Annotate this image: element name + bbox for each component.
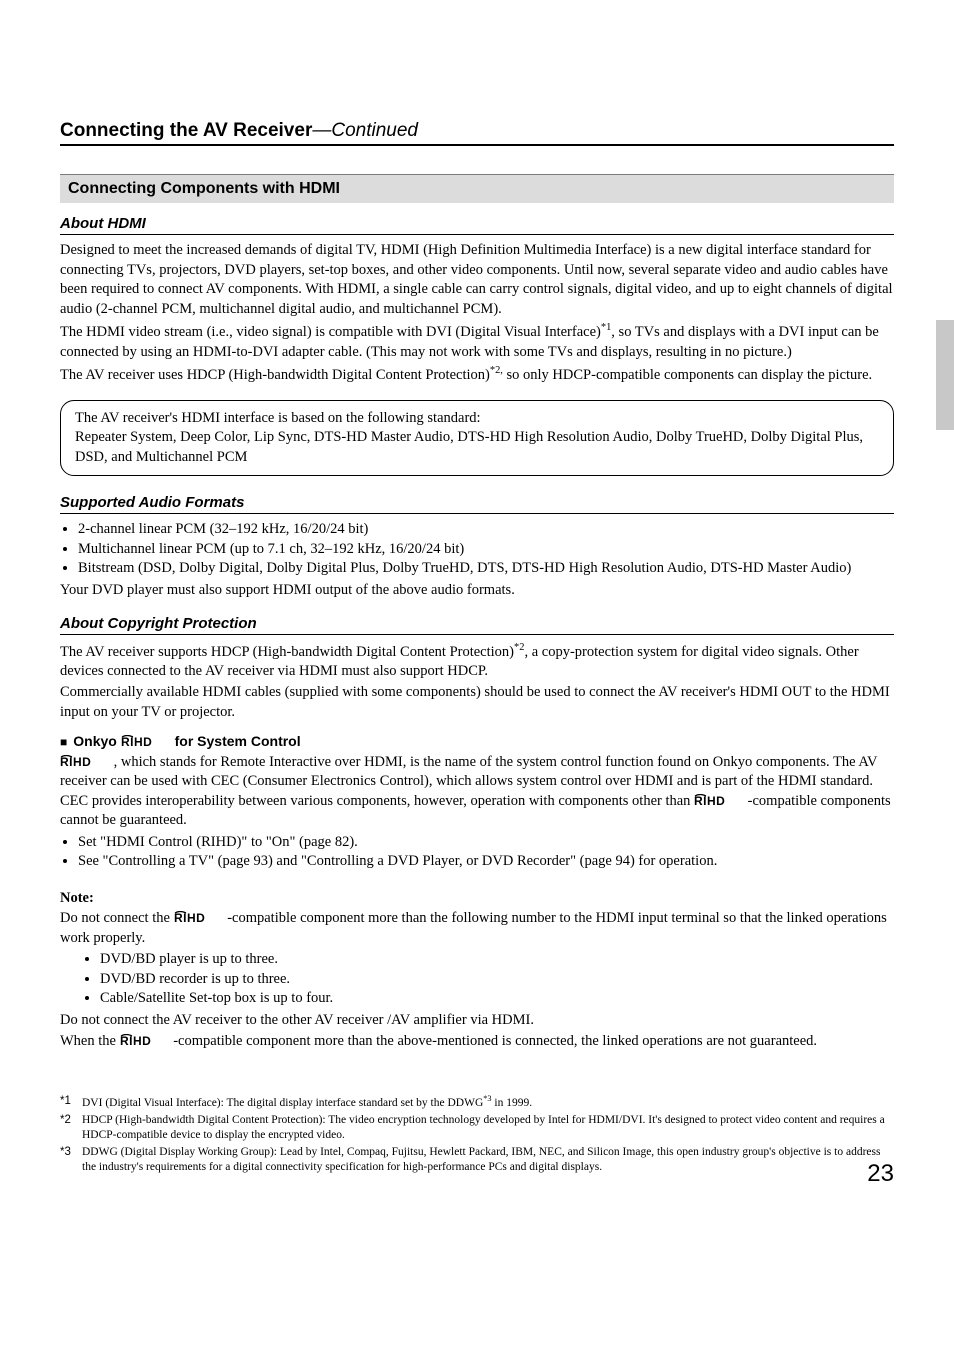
svg-text:RIHD: RIHD bbox=[121, 735, 152, 748]
section-title: Connecting Components with HDMI bbox=[68, 180, 886, 198]
rihd-logo-icon: RIHD bbox=[694, 794, 744, 807]
rihd-heading-pre: Onkyo bbox=[73, 733, 120, 749]
callout-line2: Repeater System, Deep Color, Lip Sync, D… bbox=[75, 428, 879, 467]
footnote-1: *1 DVI (Digital Visual Interface): The d… bbox=[60, 1094, 894, 1111]
rihd-logo-icon: RIHD bbox=[120, 1034, 170, 1047]
list-item: Bitstream (DSD, Dolby Digital, Dolby Dig… bbox=[78, 559, 894, 579]
callout-line1: The AV receiver's HDMI interface is base… bbox=[75, 409, 879, 429]
about-hdmi-p1: Designed to meet the increased demands o… bbox=[60, 241, 894, 319]
footnote-text: HDCP (High-bandwidth Digital Content Pro… bbox=[82, 1113, 894, 1143]
audio-formats-trailer: Your DVD player must also support HDMI o… bbox=[60, 581, 894, 601]
fn1-b: in 1999. bbox=[492, 1097, 533, 1109]
footnote-3: *3 DDWG (Digital Display Working Group):… bbox=[60, 1145, 894, 1175]
about-hdmi-p3-sup: *2, bbox=[490, 365, 503, 376]
about-hdmi-p2-a: The HDMI video stream (i.e., video signa… bbox=[60, 324, 601, 340]
rihd-p1: RIHD , which stands for Remote Interacti… bbox=[60, 753, 894, 831]
footnote-marker: *3 bbox=[60, 1145, 82, 1175]
note-p2: Do not connect the AV receiver to the ot… bbox=[60, 1011, 894, 1031]
audio-formats-list: 2-channel linear PCM (32–192 kHz, 16/20/… bbox=[60, 520, 894, 579]
page-number: 23 bbox=[867, 1160, 894, 1188]
copyright-rule bbox=[60, 634, 894, 635]
side-tab bbox=[936, 320, 954, 430]
rihd-bullets: Set "HDMI Control (RIHD)" to "On" (page … bbox=[60, 833, 894, 872]
note-p3-post: -compatible component more than the abov… bbox=[170, 1033, 817, 1049]
svg-text:RIHD: RIHD bbox=[694, 794, 725, 807]
svg-text:RIHD: RIHD bbox=[60, 755, 91, 768]
fn1-a: DVI (Digital Visual Interface): The digi… bbox=[82, 1097, 483, 1109]
rihd-heading-post: for System Control bbox=[171, 733, 301, 749]
svg-text:RIHD: RIHD bbox=[174, 911, 205, 924]
copyright-p1-a: The AV receiver supports HDCP (High-band… bbox=[60, 643, 514, 659]
list-item: Cable/Satellite Set-top box is up to fou… bbox=[100, 989, 894, 1009]
audio-formats-heading: Supported Audio Formats bbox=[60, 494, 894, 511]
copyright-p1: The AV receiver supports HDCP (High-band… bbox=[60, 641, 894, 682]
callout-box: The AV receiver's HDMI interface is base… bbox=[60, 400, 894, 477]
copyright-p1-sup: *2 bbox=[514, 642, 524, 653]
rihd-logo-icon: RIHD bbox=[60, 755, 110, 768]
note-p1: Do not connect the RIHD -compatible comp… bbox=[60, 909, 894, 948]
note-p1-pre: Do not connect the bbox=[60, 910, 174, 926]
chapter-continued: —Continued bbox=[312, 120, 418, 141]
chapter-rule bbox=[60, 144, 894, 146]
footnote-marker: *2 bbox=[60, 1113, 82, 1143]
rihd-logo-icon: RIHD bbox=[121, 735, 171, 748]
footnotes: *1 DVI (Digital Visual Interface): The d… bbox=[60, 1094, 894, 1175]
chapter-title: Connecting the AV Receiver—Continued bbox=[60, 120, 894, 142]
about-hdmi-p3-a: The AV receiver uses HDCP (High-bandwidt… bbox=[60, 367, 490, 383]
square-bullet-icon: ■ bbox=[60, 735, 67, 749]
about-hdmi-p2-sup: *1 bbox=[601, 322, 611, 333]
note-p3-pre: When the bbox=[60, 1033, 120, 1049]
copyright-heading: About Copyright Protection bbox=[60, 615, 894, 632]
copyright-p2: Commercially available HDMI cables (supp… bbox=[60, 683, 894, 722]
list-item: DVD/BD player is up to three. bbox=[100, 950, 894, 970]
note-p3: When the RIHD -compatible component more… bbox=[60, 1032, 894, 1052]
about-hdmi-rule bbox=[60, 234, 894, 235]
about-hdmi-p2: The HDMI video stream (i.e., video signa… bbox=[60, 321, 894, 362]
list-item: See "Controlling a TV" (page 93) and "Co… bbox=[78, 852, 894, 872]
list-item: Set "HDMI Control (RIHD)" to "On" (page … bbox=[78, 833, 894, 853]
svg-text:RIHD: RIHD bbox=[120, 1034, 151, 1047]
list-item: 2-channel linear PCM (32–192 kHz, 16/20/… bbox=[78, 520, 894, 540]
list-item: DVD/BD recorder is up to three. bbox=[100, 970, 894, 990]
footnote-text: DDWG (Digital Display Working Group): Le… bbox=[82, 1145, 894, 1175]
list-item: Multichannel linear PCM (up to 7.1 ch, 3… bbox=[78, 540, 894, 560]
footnote-2: *2 HDCP (High-bandwidth Digital Content … bbox=[60, 1113, 894, 1143]
chapter-title-text: Connecting the AV Receiver bbox=[60, 120, 312, 141]
about-hdmi-p3: The AV receiver uses HDCP (High-bandwidt… bbox=[60, 364, 894, 385]
footnote-text: DVI (Digital Visual Interface): The digi… bbox=[82, 1094, 894, 1111]
fn1-sup: *3 bbox=[483, 1094, 491, 1103]
footnote-marker: *1 bbox=[60, 1094, 82, 1111]
section-band: Connecting Components with HDMI bbox=[60, 174, 894, 203]
rihd-heading: ■ Onkyo RIHD for System Control bbox=[60, 733, 894, 749]
note-label: Note: bbox=[60, 890, 894, 907]
rihd-logo-icon: RIHD bbox=[174, 911, 224, 924]
note-sub-list: DVD/BD player is up to three. DVD/BD rec… bbox=[82, 950, 894, 1009]
about-hdmi-p3-b: so only HDCP-compatible components can d… bbox=[503, 367, 872, 383]
about-hdmi-heading: About HDMI bbox=[60, 215, 894, 232]
audio-formats-rule bbox=[60, 513, 894, 514]
